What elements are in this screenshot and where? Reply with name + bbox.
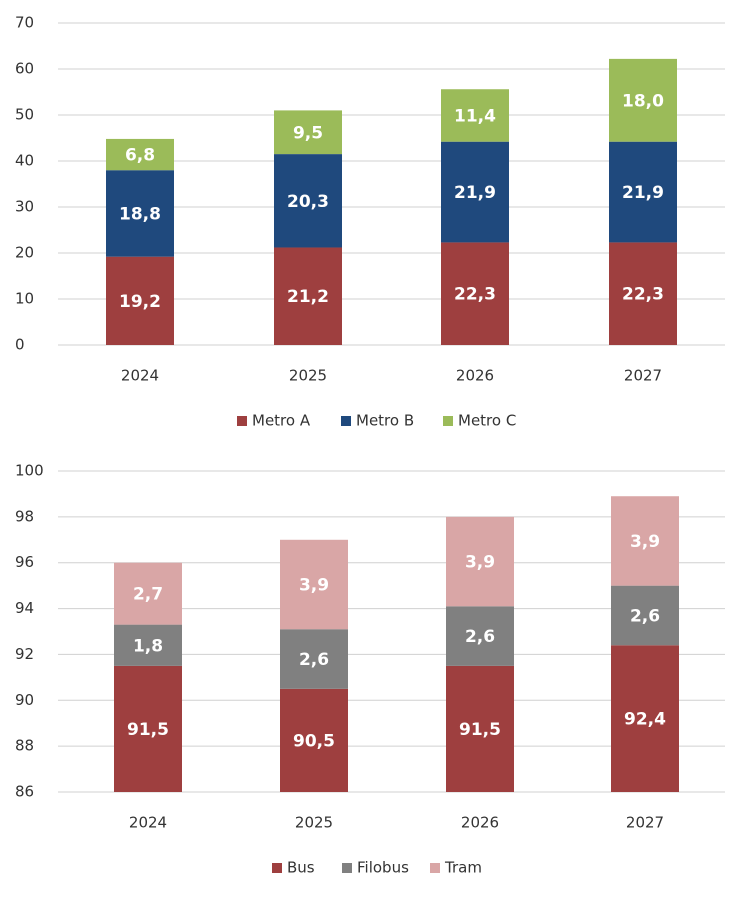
data-label: 22,3: [622, 285, 664, 305]
bar-segment: [274, 247, 342, 345]
data-label: 3,9: [299, 575, 329, 595]
y-tick-label: 0: [15, 336, 25, 354]
bar-segment: [609, 141, 677, 243]
bar-segment: [441, 141, 509, 243]
data-label: 21,9: [622, 183, 664, 203]
data-label: 3,9: [465, 553, 495, 573]
bar-segment: [114, 562, 182, 625]
data-label: 6,8: [125, 146, 155, 166]
bar-segment: [280, 539, 348, 630]
bar-segment: [114, 665, 182, 792]
data-label: 18,0: [622, 91, 664, 111]
bar-segment: [106, 138, 174, 171]
bar-segment: [611, 645, 679, 792]
data-label: 20,3: [287, 192, 329, 212]
y-tick-label: 60: [15, 60, 34, 78]
y-tick-label: 100: [15, 462, 44, 480]
data-label: 91,5: [127, 720, 169, 740]
legend-label: Bus: [287, 859, 315, 877]
x-tick-label: 2024: [129, 814, 167, 832]
y-tick-label: 20: [15, 244, 34, 262]
bar-segment: [106, 256, 174, 345]
legend-label: Metro A: [252, 412, 311, 430]
data-label: 1,8: [133, 636, 163, 656]
data-label: 22,3: [454, 285, 496, 305]
bar-segment: [114, 624, 182, 666]
x-tick-label: 2026: [461, 814, 499, 832]
x-tick-label: 2024: [121, 367, 159, 385]
bar-segment: [280, 629, 348, 689]
legend-swatch: [342, 863, 352, 873]
legend-swatch: [430, 863, 440, 873]
bar-segment: [446, 665, 514, 792]
data-label: 3,9: [630, 532, 660, 552]
y-tick-label: 40: [15, 152, 34, 170]
legend-swatch: [272, 863, 282, 873]
data-label: 2,6: [630, 606, 660, 626]
y-tick-label: 10: [15, 290, 34, 308]
bar-segment: [609, 58, 677, 142]
bar-segment: [609, 242, 677, 345]
legend-label: Metro C: [458, 412, 516, 430]
data-label: 18,8: [119, 204, 161, 224]
legend-label: Filobus: [357, 859, 409, 877]
data-label: 91,5: [459, 720, 501, 740]
data-label: 21,2: [287, 287, 329, 307]
bar-segment: [441, 89, 509, 142]
data-label: 2,7: [133, 585, 163, 605]
data-label: 21,9: [454, 183, 496, 203]
x-tick-label: 2026: [456, 367, 494, 385]
bar-segment: [446, 516, 514, 607]
y-tick-label: 88: [15, 737, 34, 755]
bar-segment: [274, 110, 342, 155]
x-tick-label: 2025: [295, 814, 333, 832]
bar-segment: [441, 242, 509, 345]
legend-swatch: [443, 416, 453, 426]
y-tick-label: 30: [15, 198, 34, 216]
y-tick-label: 92: [15, 645, 34, 663]
bar-segment: [280, 688, 348, 792]
bar-segment: [611, 496, 679, 586]
data-label: 19,2: [119, 292, 161, 312]
y-tick-label: 50: [15, 106, 34, 124]
y-tick-label: 86: [15, 783, 34, 801]
y-tick-label: 90: [15, 691, 34, 709]
x-tick-label: 2027: [624, 367, 662, 385]
y-tick-label: 98: [15, 507, 34, 525]
x-tick-label: 2025: [289, 367, 327, 385]
data-label: 2,6: [465, 627, 495, 647]
data-label: 2,6: [299, 650, 329, 670]
bar-segment: [106, 170, 174, 257]
legend-swatch: [341, 416, 351, 426]
data-label: 92,4: [624, 710, 666, 730]
bar-segment: [611, 585, 679, 646]
legend-label: Tram: [444, 859, 482, 877]
data-label: 90,5: [293, 731, 335, 751]
x-tick-label: 2027: [626, 814, 664, 832]
y-tick-label: 96: [15, 553, 34, 571]
data-label: 11,4: [454, 106, 496, 126]
y-tick-label: 94: [15, 599, 34, 617]
legend-swatch: [237, 416, 247, 426]
legend-label: Metro B: [356, 412, 414, 430]
bar-segment: [274, 154, 342, 248]
bar-segment: [446, 606, 514, 666]
y-tick-label: 70: [15, 14, 34, 32]
data-label: 9,5: [293, 123, 323, 143]
